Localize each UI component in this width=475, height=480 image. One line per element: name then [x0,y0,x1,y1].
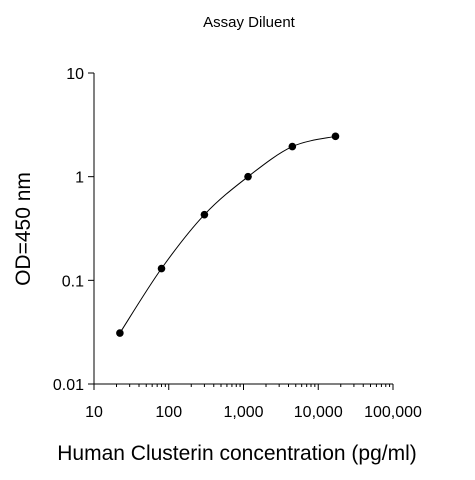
y-tick-label: 0.01 [53,377,84,394]
plot-area [93,73,393,385]
y-axis-label: OD=450 nm [12,172,35,286]
data-point [116,329,124,337]
data-points [116,132,340,337]
x-axis-label: Human Clusterin concentration (pg/ml) [57,442,416,465]
x-tick-label: 10,000 [294,404,343,421]
x-tick-label: 100,000 [364,404,422,421]
chart-title: Assay Diluent [203,14,296,31]
x-tick-label: 10 [85,404,103,421]
x-tick-label: 100 [155,404,182,421]
data-point [157,264,166,273]
fit-curve-layer [119,135,336,334]
x-tick-label: 1,000 [223,404,263,421]
fit-curve [119,135,336,334]
data-point [200,210,209,219]
y-tick-label: 1 [75,170,84,187]
data-point [244,172,252,181]
x-axis-ticks: 10 100 1,000 10,000 100,000 [85,384,422,421]
y-tick-label: 0.1 [62,273,84,290]
data-point [331,132,340,141]
data-point [288,142,297,151]
y-axis-ticks: 0.01 0.1 1 10 [53,66,94,394]
y-tick-label: 10 [66,66,84,83]
